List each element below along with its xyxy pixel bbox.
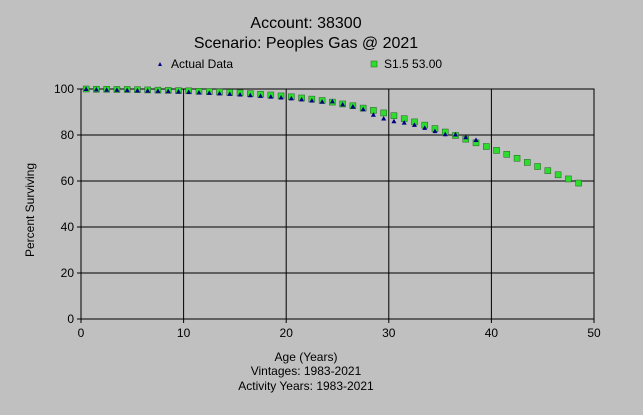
actual-triangle-point [442, 131, 448, 137]
curve-square-point [380, 109, 387, 117]
curve-square-point [390, 112, 398, 119]
actual-triangle-point [83, 86, 89, 91]
actual-triangle-point [278, 95, 284, 100]
data-points [82, 85, 582, 187]
y-tick-label: 40 [61, 220, 75, 234]
legend-square-marker [370, 60, 378, 68]
legend-triangle-marker [158, 62, 162, 66]
actual-triangle-point [124, 87, 130, 93]
actual-triangle-point [217, 90, 223, 96]
x-tick-label: 0 [78, 326, 85, 340]
actual-triangle-point [329, 98, 335, 104]
chart-subtitle: Scenario: Peoples Gas @ 2021 [194, 35, 418, 52]
x-tick-label: 50 [587, 326, 601, 340]
curve-square-point [513, 154, 521, 162]
footnote-activity-years: Activity Years: 1983-2021 [238, 379, 374, 393]
actual-triangle-point [145, 88, 151, 93]
actual-triangle-point [422, 125, 428, 130]
actual-triangle-point [360, 106, 366, 112]
legend-label-s15: S1.5 53.00 [384, 57, 442, 71]
x-tick-label: 30 [382, 326, 396, 340]
plot-area [80, 88, 595, 320]
actual-triangle-point [340, 101, 346, 107]
actual-triangle-point [206, 90, 212, 95]
gridlines [81, 89, 594, 319]
actual-triangle-point [452, 132, 458, 137]
chart-title: Account: 38300 [250, 15, 361, 32]
actual-triangle-point [186, 89, 192, 94]
y-tick-label: 80 [61, 128, 75, 142]
actual-triangle-point [247, 92, 253, 98]
actual-triangle-point [370, 112, 376, 117]
actual-triangle-point [165, 88, 171, 94]
actual-triangle-point [401, 120, 407, 125]
curve-square-point [565, 175, 572, 183]
y-tick-label: 0 [67, 312, 74, 326]
x-axis-label: Age (Years) [275, 350, 338, 364]
x-tick-label: 10 [177, 326, 191, 340]
actual-triangle-point [258, 93, 264, 98]
actual-triangle-point [288, 95, 294, 101]
curve-square-point [524, 159, 531, 166]
actual-triangle-point [196, 89, 202, 95]
actual-triangle-point [114, 87, 120, 92]
curve-square-point [503, 151, 511, 158]
actual-triangle-point [463, 134, 469, 140]
curve-square-point [575, 179, 582, 187]
y-axis-ticks: 0 20 40 60 80 100 [54, 82, 81, 326]
y-axis-label: Percent Surviving [23, 163, 37, 257]
curve-square-point [483, 143, 490, 150]
actual-triangle-point [268, 94, 274, 99]
actual-triangle-point [134, 87, 140, 93]
curve-square-point [554, 171, 562, 179]
x-tick-label: 40 [485, 326, 499, 340]
x-axis-ticks: 0 10 20 30 40 50 [78, 319, 601, 340]
legend: Actual Data S1.5 53.00 [158, 57, 442, 71]
actual-triangle-point [411, 122, 417, 127]
curve-square-point [493, 147, 500, 154]
actual-triangle-point [299, 96, 305, 102]
x-tick-label: 20 [280, 326, 294, 340]
actual-triangle-point [319, 99, 325, 104]
actual-triangle-point [227, 91, 233, 96]
actual-triangle-point [93, 86, 99, 92]
y-tick-label: 60 [61, 174, 75, 188]
actual-triangle-point [104, 87, 110, 92]
footnote-vintages: Vintages: 1983-2021 [251, 364, 362, 378]
curve-square-point [534, 163, 541, 170]
actual-triangle-point [175, 89, 181, 94]
actual-triangle-point [237, 92, 243, 97]
y-tick-label: 20 [61, 266, 75, 280]
y-tick-label: 100 [54, 82, 74, 96]
legend-label-actual: Actual Data [171, 57, 233, 71]
actual-triangle-point [381, 115, 387, 121]
actual-triangle-point [350, 103, 356, 109]
actual-triangle-point [391, 118, 397, 124]
actual-triangle-point [432, 128, 438, 134]
actual-triangle-point [155, 88, 161, 93]
actual-triangle-point [309, 98, 315, 103]
actual-triangle-point [473, 137, 479, 143]
curve-square-point [544, 167, 552, 174]
